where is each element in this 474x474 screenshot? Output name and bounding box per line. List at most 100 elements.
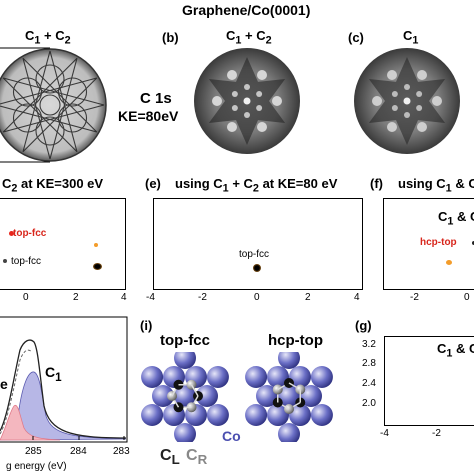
spot-orange: [94, 243, 98, 247]
pattern-spot: [416, 105, 423, 111]
pattern-line: [22, 57, 98, 133]
pattern-line: [0, 77, 97, 105]
pattern-spot: [212, 96, 222, 106]
pattern-spot: [417, 70, 427, 81]
f-xtick-0: -2: [410, 292, 419, 303]
h-label-c1: C1: [45, 364, 62, 384]
pattern-spot: [387, 121, 397, 132]
panel-d-plot: top-fcc top-fcc: [0, 198, 126, 290]
co-atom: [278, 423, 300, 442]
co-atom: [152, 385, 174, 407]
co-atom: [267, 365, 289, 388]
co-atom: [310, 404, 333, 426]
i-right-title: hcp-top: [268, 332, 323, 349]
pattern-line: [22, 50, 51, 152]
kinetic-energy-label: KE=80eV: [118, 108, 179, 124]
pattern-spot: [257, 121, 267, 132]
e-xtick-1: -2: [198, 292, 207, 303]
panel-b-title: C1 + C2: [226, 28, 272, 47]
pattern-spot: [231, 105, 238, 111]
pattern-center-spot: [243, 97, 251, 105]
co-atom: [245, 366, 268, 388]
pattern-spot: [387, 70, 397, 81]
panel-e-title: using C1 + C2 at KE=80 eV: [175, 176, 338, 195]
pattern-spot: [404, 84, 410, 90]
panel-f-title: using C1 & C: [398, 176, 474, 195]
spot-black: [93, 263, 102, 270]
spot-red: [9, 231, 14, 236]
annot-e-topfcc: top-fcc: [239, 249, 270, 260]
co-atom: [267, 404, 289, 427]
co-atom: [206, 366, 229, 388]
g-ytick-2: 2.4: [362, 378, 376, 389]
pattern-line: [3, 104, 105, 133]
panel-g-inner-title: C1 & C: [437, 341, 474, 360]
pattern-spot: [416, 91, 423, 97]
co-atom: [141, 404, 164, 426]
pattern-ring: [12, 103, 43, 133]
panel-c-label: (c): [348, 30, 364, 45]
pattern-line: [22, 77, 98, 153]
e-xtick-2: 0: [254, 292, 260, 303]
i-left-title: top-fcc: [160, 332, 210, 349]
h-xlabel: g energy (eV): [6, 461, 67, 472]
co-atom: [300, 385, 322, 407]
i-cl-label: CL: [160, 447, 180, 468]
pattern-spot: [404, 112, 410, 118]
g-ytick-3: 2.0: [362, 398, 376, 409]
core-level-label: C 1s: [140, 90, 172, 107]
annot-topfcc-red: top-fcc: [13, 228, 47, 239]
pattern-spot: [256, 105, 263, 111]
pattern-spot: [257, 70, 267, 81]
pattern-center-spot: [403, 97, 411, 105]
co-atom: [174, 423, 196, 442]
diffraction-pattern-a: [0, 47, 107, 163]
i-cr-label: CR: [186, 447, 208, 468]
pattern-ring: [39, 94, 61, 116]
co-atom: [278, 352, 300, 369]
g-xtick-0: -4: [380, 428, 389, 439]
pattern-spot: [227, 121, 237, 132]
co-atom: [310, 366, 333, 388]
pattern-spot: [256, 91, 263, 97]
co-atom: [174, 352, 196, 369]
co-atom: [206, 404, 229, 426]
pattern-ring: [35, 116, 65, 146]
bond: [190, 384, 199, 397]
co-atom: [278, 385, 300, 407]
h-xtick-0: 285: [25, 446, 42, 457]
g-ytick-1: 2.8: [362, 358, 376, 369]
pattern-spot: [372, 96, 382, 106]
spot-center: [253, 264, 261, 272]
pattern-ring: [12, 77, 43, 107]
panel-i-label: (i): [140, 318, 153, 333]
pattern-line: [0, 105, 97, 133]
co-atom: [245, 404, 268, 426]
panel-c-title: C1: [403, 28, 419, 47]
e-xtick-4: 4: [354, 292, 360, 303]
co-atom: [174, 385, 196, 407]
e-xtick-3: 2: [305, 292, 311, 303]
i-co-label: Co: [222, 428, 241, 444]
h-xtick-1: 284: [70, 446, 87, 457]
pattern-spot: [227, 70, 237, 81]
d-xtick-2: 4: [121, 292, 127, 303]
co-atom: [141, 366, 164, 388]
pattern-ring: [57, 103, 88, 133]
co-atom: [289, 365, 311, 388]
pattern-spot: [391, 105, 398, 111]
g-xtick-1: -2: [432, 428, 441, 439]
co-atom: [256, 385, 278, 407]
g-ytick-0: 3.2: [362, 339, 376, 350]
spot-f-orange: [446, 260, 452, 265]
d-xtick-1: 2: [73, 292, 79, 303]
pattern-spot: [244, 84, 250, 90]
pattern-ring: [35, 64, 65, 94]
panel-b-label: (b): [162, 30, 179, 45]
co-atom: [196, 385, 218, 407]
pattern-line: [49, 50, 78, 152]
panel-f-label: (f): [370, 176, 383, 191]
figure-title: Graphene/Co(0001): [182, 2, 311, 18]
pattern-spot: [231, 91, 238, 97]
panel-g-label: (g): [355, 318, 372, 333]
